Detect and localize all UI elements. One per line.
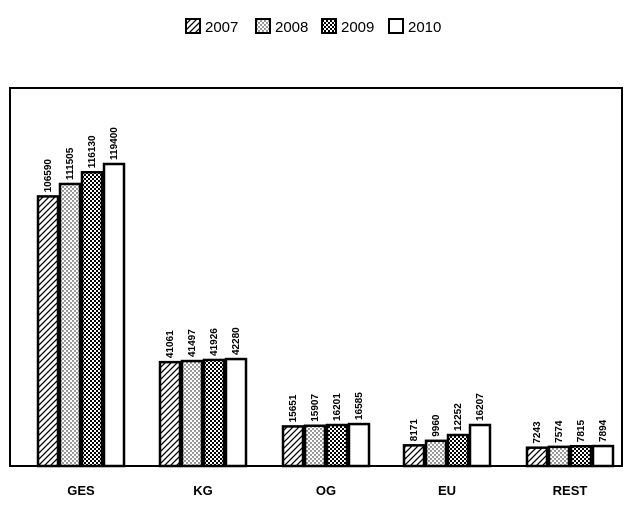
data-label-og-2009: 16201 [332,393,343,421]
data-label-eu-2010: 16207 [475,393,486,421]
data-label-ges-2010: 119400 [109,127,120,160]
data-label-eu-2008: 9960 [431,414,442,437]
bar-og-2007 [281,425,305,468]
bar-eu-2008 [424,439,448,468]
data-label-rest-2009: 7815 [576,420,587,443]
bar-eu-2009 [446,433,470,468]
data-label-ges-2008: 111505 [65,147,76,180]
data-label-rest-2010: 7894 [598,419,609,442]
bar-kg-2008 [180,359,204,468]
data-labels-group: 106590 111505 116130 119400 41061 41497 41926 4… [43,127,609,444]
data-label-og-2008: 15907 [310,394,321,422]
bar-ges-2007 [36,195,60,468]
category-label-og: OG [316,483,336,498]
bar-eu-2010 [468,423,492,468]
bar-rest-2010 [591,444,615,468]
legend-label-2007: 2007 [205,19,238,36]
bar-kg-2010 [224,357,248,468]
legend: 2007 2008 2009 2010 [185,18,441,36]
bar-kg-2007 [158,360,182,468]
legend-label-2008: 2008 [275,19,308,36]
legend-label-2009: 2009 [341,19,374,36]
data-label-kg-2009: 41926 [209,328,220,356]
legend-swatch-2010 [388,18,404,34]
data-label-og-2007: 15651 [288,394,299,422]
data-label-eu-2009: 12252 [453,403,464,431]
bar-ges-2008 [58,182,82,468]
data-label-rest-2007: 7243 [532,421,543,444]
bar-og-2010 [347,422,371,468]
data-label-rest-2008: 7574 [554,420,565,443]
category-label-rest: REST [553,483,588,498]
legend-label-2010: 2010 [408,19,441,36]
category-label-ges: GES [67,483,95,498]
data-label-kg-2010: 42280 [231,327,242,355]
data-label-ges-2009: 116130 [87,135,98,168]
data-label-kg-2008: 41497 [187,329,198,357]
bar-ges-2010 [102,162,126,468]
bar-ges-2009 [80,171,104,468]
category-labels-group: GES KG OG EU REST [67,483,587,498]
data-label-ges-2007: 106590 [43,159,54,193]
data-label-eu-2007: 8171 [409,419,420,442]
bar-og-2009 [325,423,349,468]
legend-swatch-2007 [185,18,201,34]
data-label-og-2010: 16585 [354,392,365,420]
data-label-kg-2007: 41061 [165,330,176,358]
legend-swatch-2008 [255,18,271,34]
bar-rest-2008 [547,445,571,468]
bar-rest-2007 [525,446,549,468]
category-label-eu: EU [438,483,456,498]
category-label-kg: KG [193,483,213,498]
bar-rest-2009 [569,444,593,468]
bar-kg-2009 [202,358,226,468]
bar-og-2008 [303,424,327,468]
bars-group [36,162,615,468]
legend-swatch-2009 [321,18,337,34]
bar-eu-2007 [402,444,426,468]
